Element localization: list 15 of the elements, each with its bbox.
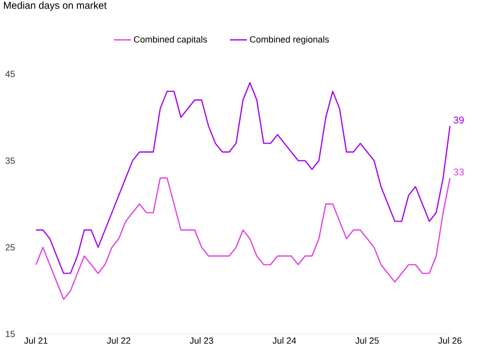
x-tick-label: Jul 21 xyxy=(24,337,48,344)
y-tick-label: 25 xyxy=(6,244,15,251)
y-tick-label: 35 xyxy=(6,157,15,164)
x-tick-label: Jul 26 xyxy=(438,337,462,344)
legend-label: Combined capitals xyxy=(134,36,207,44)
chart-title: Median days on market xyxy=(4,2,107,11)
y-tick-label: 45 xyxy=(5,70,15,78)
x-tick-label: Jul 24 xyxy=(272,337,296,344)
x-tick-label: Jul 22 xyxy=(106,337,130,344)
y-tick-label: 15 xyxy=(6,330,15,338)
legend-label: Combined regionals xyxy=(250,36,329,44)
x-tick-label: Jul 25 xyxy=(355,337,379,344)
data-label: 39 xyxy=(454,116,464,124)
x-tick-label: Jul 23 xyxy=(190,337,214,344)
data-label: 33 xyxy=(454,168,464,176)
